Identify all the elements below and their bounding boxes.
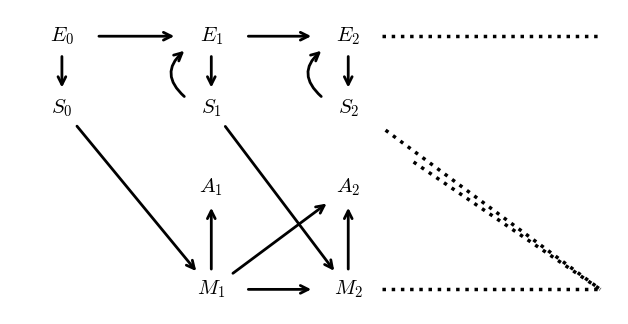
- Text: $S_0$: $S_0$: [51, 97, 73, 119]
- Text: $S_1$: $S_1$: [201, 97, 222, 119]
- Text: $E_1$: $E_1$: [200, 26, 223, 47]
- Text: $A_2$: $A_2$: [336, 177, 360, 198]
- Text: $A_1$: $A_1$: [200, 177, 223, 198]
- Text: $M_1$: $M_1$: [197, 279, 225, 300]
- Text: $E_2$: $E_2$: [336, 26, 360, 47]
- Text: $S_2$: $S_2$: [337, 97, 359, 119]
- Text: $E_0$: $E_0$: [50, 26, 74, 47]
- Text: $M_2$: $M_2$: [334, 279, 362, 300]
